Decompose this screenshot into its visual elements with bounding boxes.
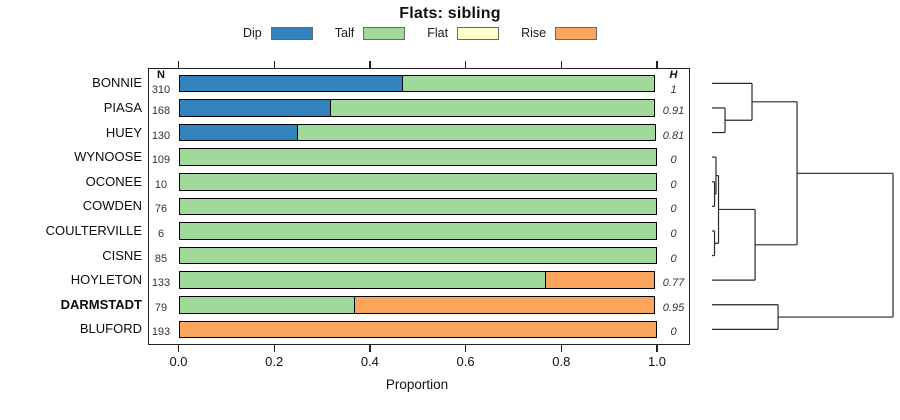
top-tick <box>177 61 180 68</box>
n-value: 6 <box>157 227 165 240</box>
bar-segment-talf <box>178 246 657 265</box>
legend-item: Flat <box>427 26 500 40</box>
bottom-tick <box>177 345 180 352</box>
top-tick <box>369 61 371 68</box>
h-value: 0 <box>670 227 677 240</box>
legend-swatch <box>270 26 313 40</box>
bar-segment-talf <box>178 173 657 191</box>
legend-swatch <box>457 26 500 40</box>
stacked-bar <box>178 271 658 289</box>
top-tick <box>656 61 658 68</box>
n-value: 310 <box>151 84 171 97</box>
n-value: 109 <box>151 154 171 167</box>
top-tick <box>273 61 275 68</box>
bar-segment-rise <box>545 271 656 289</box>
n-value: 130 <box>151 129 171 142</box>
stacked-bar <box>178 320 657 339</box>
x-tick-label: 0.6 <box>456 354 475 369</box>
bar-segment-talf <box>178 271 547 289</box>
n-value: 79 <box>154 301 168 314</box>
x-tick-label: 0.2 <box>265 354 284 369</box>
x-axis-title: Proportion <box>385 377 449 392</box>
top-tick <box>464 61 467 68</box>
x-tick-label: 0.0 <box>169 354 188 369</box>
category-label: DARMSTADT <box>60 296 142 312</box>
category-label: CISNE <box>102 247 142 263</box>
bottom-tick <box>273 345 275 352</box>
n-value: 76 <box>154 203 168 216</box>
h-value: 1 <box>670 84 677 97</box>
stacked-bar <box>178 173 657 191</box>
legend-swatch <box>363 26 406 40</box>
h-header: H <box>669 69 678 82</box>
category-label: COULTERVILLE <box>45 222 142 238</box>
h-value: 0 <box>670 326 677 339</box>
bar-segment-dip <box>178 99 332 117</box>
stacked-bar <box>178 74 658 93</box>
category-label: OCONEE <box>85 173 142 189</box>
n-value: 193 <box>151 326 171 339</box>
x-tick-label: 1.0 <box>647 354 667 369</box>
top-tick <box>560 61 562 68</box>
h-value: 0 <box>670 154 677 167</box>
legend-item: Dip <box>243 26 313 40</box>
category-label: HOYLETON <box>70 272 142 288</box>
stacked-bar <box>178 246 657 265</box>
stacked-bar <box>178 99 658 117</box>
category-label: BLUFORD <box>79 321 142 337</box>
bar-segment-dip <box>178 123 299 142</box>
category-label: WYNOOSE <box>74 149 142 165</box>
h-value: 0 <box>670 203 677 216</box>
category-label: COWDEN <box>82 198 142 214</box>
h-value: 0.81 <box>662 129 685 142</box>
bar-segment-talf <box>178 296 356 314</box>
bar-segment-talf <box>401 74 656 93</box>
bottom-tick <box>656 345 658 352</box>
bar-segment-talf <box>296 123 656 142</box>
stacked-bar <box>178 148 657 166</box>
bottom-tick <box>560 345 562 352</box>
stacked-bar <box>178 222 657 240</box>
bar-segment-rise <box>178 320 657 339</box>
bottom-tick <box>369 345 371 352</box>
bar-segment-talf <box>178 197 657 216</box>
category-label: BONNIE <box>92 75 142 91</box>
legend-label: Rise <box>521 26 547 40</box>
stacked-bar <box>178 296 658 314</box>
h-value: 0.77 <box>662 277 685 290</box>
n-header: N <box>157 69 165 82</box>
legend-item: Talf <box>334 26 406 40</box>
bar-segment-talf <box>330 99 656 117</box>
x-tick-label: 0.8 <box>552 354 571 369</box>
legend-swatch <box>555 26 598 40</box>
category-label: PIASA <box>103 99 142 115</box>
legend-label: Dip <box>243 26 262 40</box>
legend-label: Talf <box>334 26 355 40</box>
legend: Dip Talf Flat Rise <box>243 26 598 40</box>
x-tick-label: 0.4 <box>360 354 379 369</box>
h-value: 0.95 <box>662 301 685 314</box>
stacked-bar <box>178 123 658 142</box>
n-value: 85 <box>154 252 168 265</box>
n-value: 168 <box>151 104 171 117</box>
legend-label: Flat <box>427 26 449 40</box>
n-value: 10 <box>154 178 168 191</box>
legend-item: Rise <box>521 26 598 40</box>
bar-segment-talf <box>178 148 657 166</box>
h-value: 0.91 <box>662 104 685 117</box>
bar-segment-talf <box>178 222 657 240</box>
chart-title: Flats: sibling <box>399 5 501 22</box>
h-value: 0 <box>670 178 677 191</box>
category-label: HUEY <box>105 124 142 140</box>
h-value: 0 <box>670 252 677 265</box>
bar-segment-rise <box>354 296 656 314</box>
bottom-tick <box>464 345 467 352</box>
n-value: 133 <box>151 277 171 290</box>
bar-segment-dip <box>178 74 404 93</box>
stacked-bar <box>178 197 657 216</box>
